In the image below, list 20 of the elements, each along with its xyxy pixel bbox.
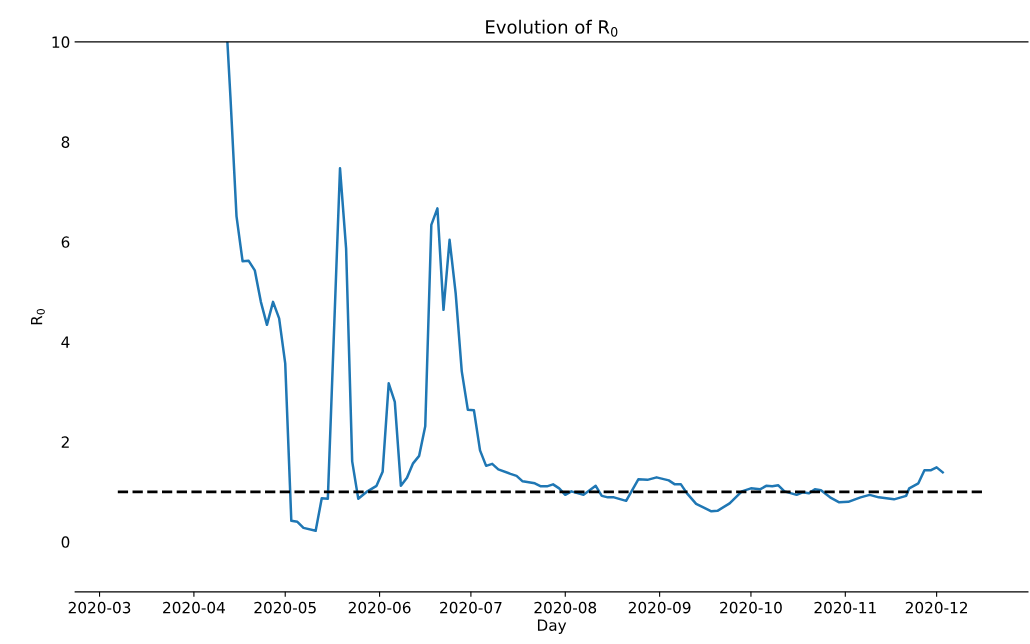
x-tick-label: 2020-11 (814, 601, 876, 614)
x-tick-label: 2020-10 (720, 601, 782, 614)
x-tick-label: 2020-03 (68, 601, 131, 614)
x-tick-label: 2020-07 (440, 601, 502, 614)
x-tick-label: 2020-08 (534, 601, 597, 614)
y-tick-label: 2 (61, 436, 69, 448)
x-tick-label: 2020-04 (163, 601, 225, 614)
line-series (226, 41, 944, 533)
y-axis-title: R$_{0}$ (31, 309, 45, 325)
x-tick-label: 2020-09 (628, 601, 691, 614)
x-tick-label: 2020-12 (905, 601, 968, 614)
y-tick-label: 6 (61, 236, 70, 248)
x-axis-title: Day (537, 619, 567, 634)
y-tick-label: 0 (61, 536, 70, 548)
y-tick-label: 8 (61, 136, 70, 148)
y-tick-label: 4 (61, 336, 70, 348)
chart-title: Evolution of R$_{0}$ (486, 19, 618, 37)
y-tick-label: 10 (52, 36, 70, 48)
x-tick-label: 2020-06 (348, 601, 411, 614)
x-tick-label: 2020-05 (254, 601, 316, 614)
